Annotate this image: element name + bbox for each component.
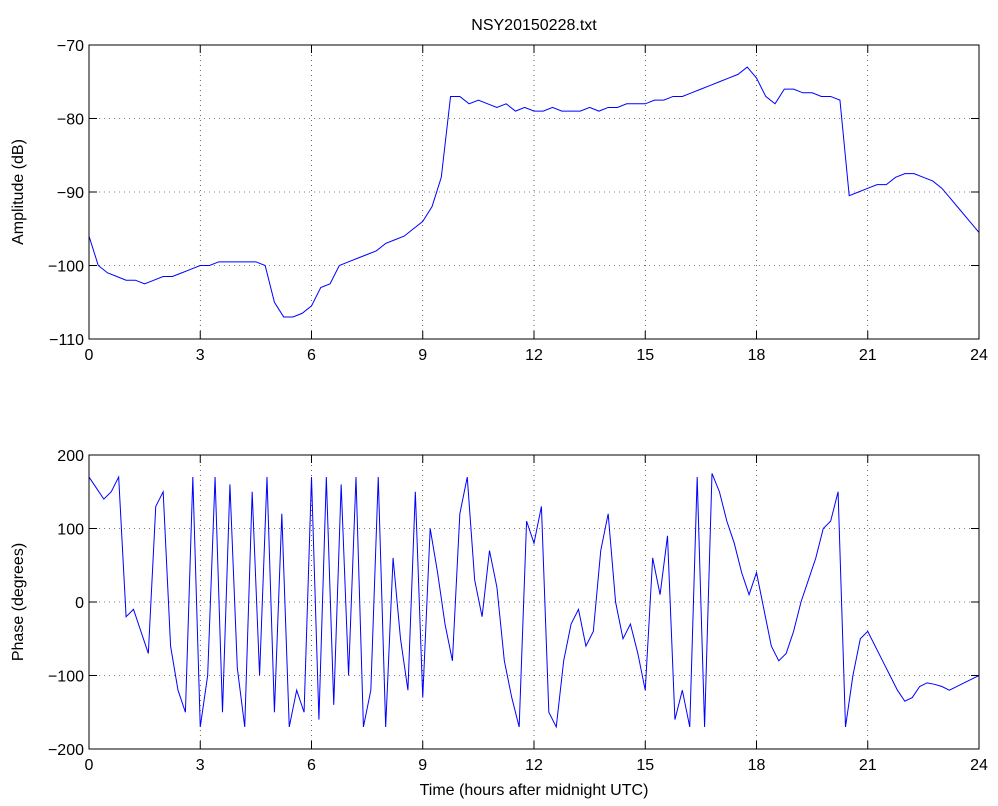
x-tick-label: 24 xyxy=(970,757,988,774)
y-tick-label: 200 xyxy=(57,448,84,465)
y-tick-label: −80 xyxy=(57,112,84,129)
x-tick-label: 6 xyxy=(307,347,316,364)
x-tick-label: 9 xyxy=(418,347,427,364)
x-tick-label: 18 xyxy=(748,757,766,774)
x-tick-label: 21 xyxy=(859,757,877,774)
x-tick-label: 3 xyxy=(196,347,205,364)
y-tick-label: −100 xyxy=(48,669,84,686)
y-tick-label: 100 xyxy=(57,522,84,539)
x-tick-label: 9 xyxy=(418,757,427,774)
y-tick-label: −110 xyxy=(49,332,84,349)
x-tick-label: 21 xyxy=(859,347,877,364)
x-tick-label: 12 xyxy=(525,757,543,774)
x-tick-label: 15 xyxy=(636,757,654,774)
x-tick-label: 24 xyxy=(970,347,988,364)
data-line xyxy=(88,473,980,729)
x-tick-label: 12 xyxy=(525,347,543,364)
y-tick-label: −70 xyxy=(57,38,84,55)
y-tick-label: −90 xyxy=(57,185,84,202)
x-tick-label: 0 xyxy=(85,757,94,774)
x-tick-label: 15 xyxy=(636,347,654,364)
x-axis-label: Time (hours after midnight UTC) xyxy=(420,782,649,799)
chart-title: NSY20150228.txt xyxy=(471,17,597,34)
x-tick-label: 6 xyxy=(307,757,316,774)
axes-box xyxy=(88,454,980,750)
data-line xyxy=(88,66,980,318)
y-tick-label: 0 xyxy=(75,595,84,612)
y-tick-label: −200 xyxy=(48,742,84,759)
y-tick-label: −100 xyxy=(48,259,84,276)
y-axis-label: Phase (degrees) xyxy=(10,543,27,661)
x-tick-label: 3 xyxy=(196,757,205,774)
x-tick-label: 18 xyxy=(748,347,766,364)
x-tick-label: 0 xyxy=(85,347,94,364)
y-axis-label: Amplitude (dB) xyxy=(10,139,27,245)
axes-box xyxy=(88,44,980,340)
